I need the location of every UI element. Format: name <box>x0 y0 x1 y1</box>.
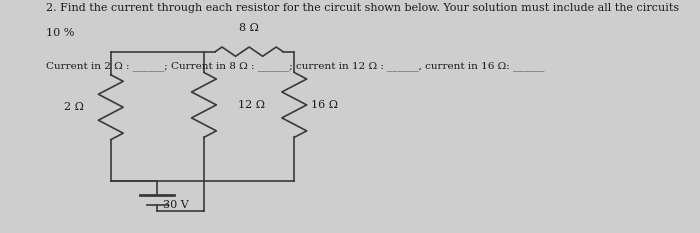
Text: 2 Ω: 2 Ω <box>64 102 84 112</box>
Text: 16 Ω: 16 Ω <box>312 100 338 110</box>
Text: 8 Ω: 8 Ω <box>239 24 259 34</box>
Text: Current in 2 Ω : ______; Current in 8 Ω : ______; current in 12 Ω : ______, curr: Current in 2 Ω : ______; Current in 8 Ω … <box>46 61 545 71</box>
Text: 10 %: 10 % <box>46 28 74 38</box>
Text: 30 V: 30 V <box>163 200 189 210</box>
Text: 2. Find the current through each resistor for the circuit shown below. Your solu: 2. Find the current through each resisto… <box>46 3 679 13</box>
Text: 12 Ω: 12 Ω <box>238 100 265 110</box>
